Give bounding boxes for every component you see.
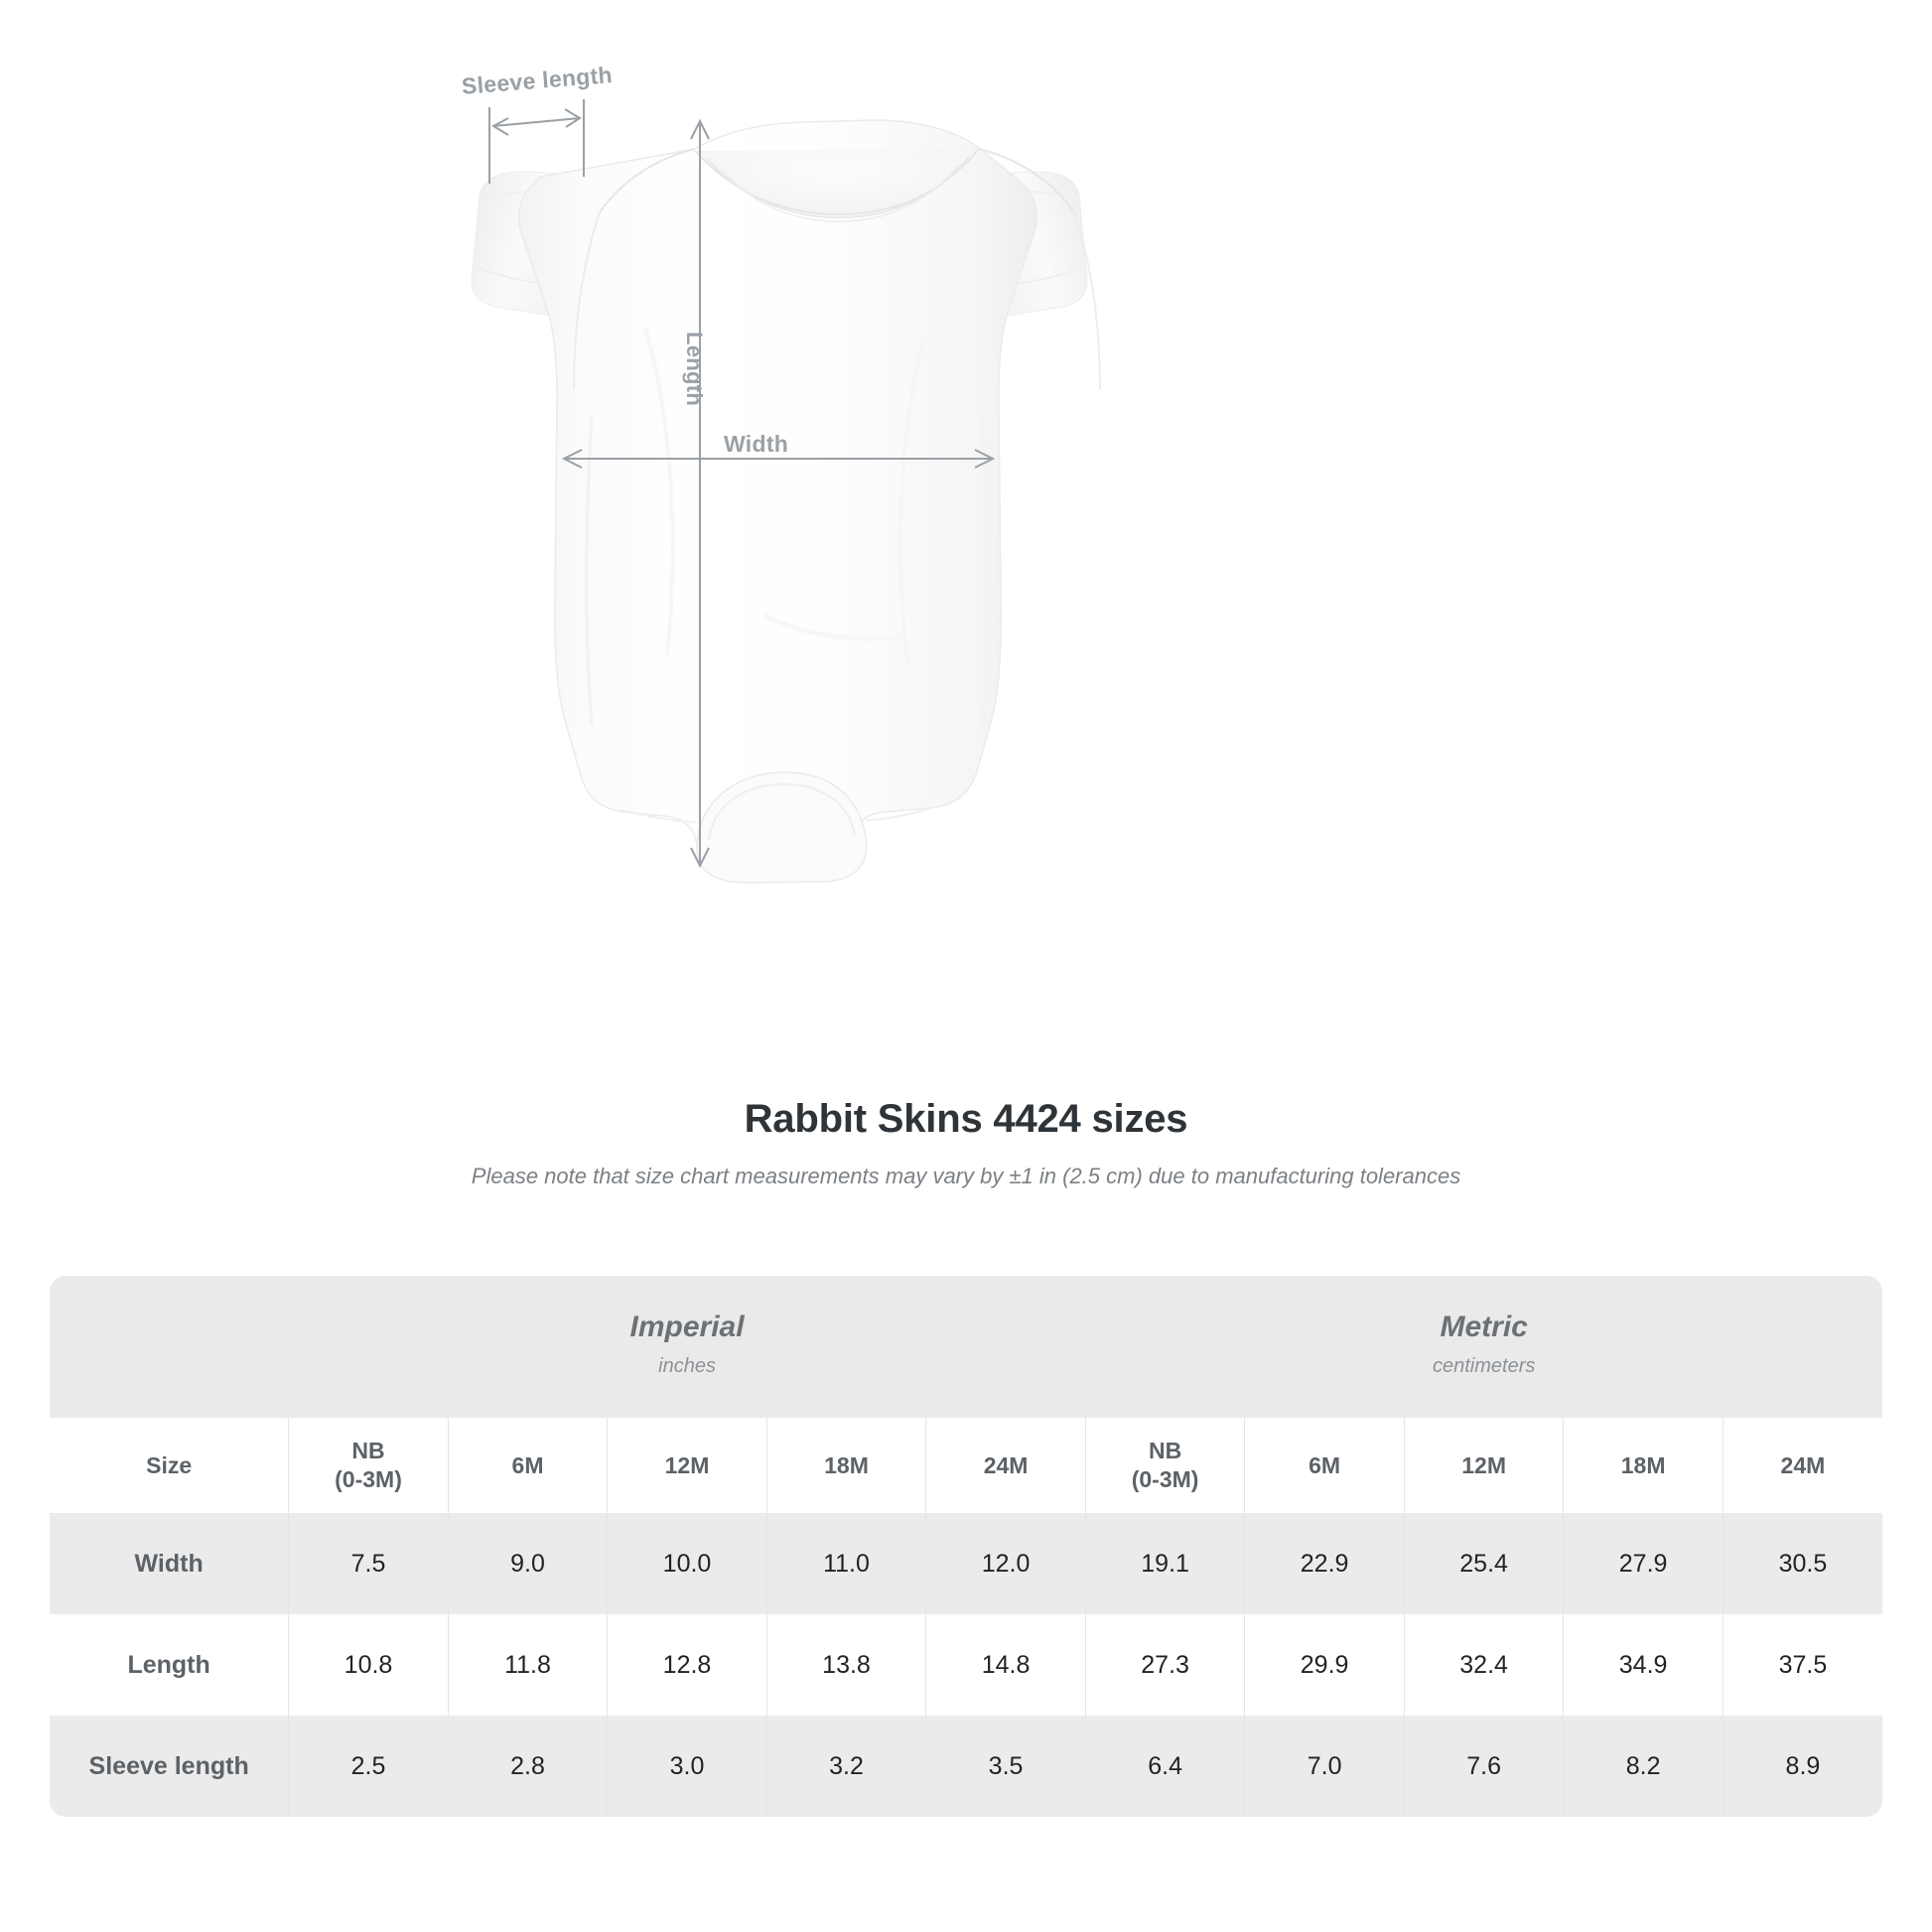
unit-group-imperial-sub: inches xyxy=(658,1355,716,1377)
cell-sleeve-12m-in: 3.0 xyxy=(607,1716,767,1817)
sleeve-length-guide xyxy=(488,99,585,184)
cell-width-24m-in: 12.0 xyxy=(925,1513,1086,1614)
column-header-nb-imperial: NB (0-3M) xyxy=(288,1418,449,1513)
cell-length-6m-in: 11.8 xyxy=(448,1614,609,1716)
cell-length-18m-cm: 34.9 xyxy=(1563,1614,1724,1716)
column-header-line2: (0-3M) xyxy=(1131,1466,1199,1492)
table-row: Width 7.5 9.0 10.0 11.0 12.0 19.1 22.9 2… xyxy=(50,1513,1882,1614)
page-subtitle: Please note that size chart measurements… xyxy=(471,1164,1461,1188)
cell-width-6m-cm: 22.9 xyxy=(1244,1513,1405,1614)
size-chart-table-wrapper: Imperial inches Metric centimeters Size … xyxy=(50,1276,1882,1817)
cell-sleeve-6m-cm: 7.0 xyxy=(1244,1716,1405,1817)
cell-sleeve-nb-in: 2.5 xyxy=(288,1716,449,1817)
cell-width-12m-cm: 25.4 xyxy=(1404,1513,1565,1614)
column-header-6m-metric: 6M xyxy=(1244,1418,1405,1513)
cell-sleeve-24m-in: 3.5 xyxy=(925,1716,1086,1817)
cell-width-nb-in: 7.5 xyxy=(288,1513,449,1614)
row-header-width: Width xyxy=(50,1513,290,1614)
cell-sleeve-nb-cm: 6.4 xyxy=(1085,1716,1246,1817)
bodysuit-drawing xyxy=(471,99,1101,884)
unit-group-imperial-name: Imperial xyxy=(629,1311,745,1343)
unit-group-metric-name: Metric xyxy=(1440,1311,1528,1343)
column-header-nb-metric: NB (0-3M) xyxy=(1085,1418,1246,1513)
cell-sleeve-24m-cm: 8.9 xyxy=(1723,1716,1882,1817)
cell-sleeve-18m-cm: 8.2 xyxy=(1563,1716,1724,1817)
cell-length-6m-cm: 29.9 xyxy=(1244,1614,1405,1716)
cell-length-12m-cm: 32.4 xyxy=(1404,1614,1565,1716)
unit-group-metric-sub: centimeters xyxy=(1432,1355,1536,1377)
cell-sleeve-12m-cm: 7.6 xyxy=(1404,1716,1565,1817)
row-header-length: Length xyxy=(50,1614,290,1716)
cell-width-6m-in: 9.0 xyxy=(448,1513,609,1614)
cell-length-nb-cm: 27.3 xyxy=(1085,1614,1246,1716)
cell-length-24m-in: 14.8 xyxy=(925,1614,1086,1716)
column-header-line1: NB xyxy=(351,1438,385,1464)
column-header-24m-metric: 24M xyxy=(1723,1418,1882,1513)
cell-length-24m-cm: 37.5 xyxy=(1723,1614,1882,1716)
page-title: Rabbit Skins 4424 sizes xyxy=(744,1097,1188,1141)
length-annotation-label: Length xyxy=(682,332,707,407)
column-header-24m-imperial: 24M xyxy=(925,1418,1086,1513)
cell-width-18m-cm: 27.9 xyxy=(1563,1513,1724,1614)
column-header-6m-imperial: 6M xyxy=(448,1418,609,1513)
cell-length-18m-in: 13.8 xyxy=(766,1614,927,1716)
cell-sleeve-6m-in: 2.8 xyxy=(448,1716,609,1817)
cell-width-18m-in: 11.0 xyxy=(766,1513,927,1614)
garment-illustration: Sleeve length Length Width xyxy=(461,62,1101,884)
unit-spacer-cell xyxy=(50,1276,289,1418)
cell-sleeve-18m-in: 3.2 xyxy=(766,1716,927,1817)
width-annotation-label: Width xyxy=(724,431,789,457)
cell-length-nb-in: 10.8 xyxy=(288,1614,449,1716)
cell-width-12m-in: 10.0 xyxy=(607,1513,767,1614)
column-header-size: Size xyxy=(50,1418,290,1513)
bodysuit-body xyxy=(517,119,1101,884)
table-row: Sleeve length 2.5 2.8 3.0 3.2 3.5 6.4 7.… xyxy=(50,1716,1882,1817)
cell-length-12m-in: 12.8 xyxy=(607,1614,767,1716)
column-header-18m-imperial: 18M xyxy=(766,1418,927,1513)
cell-width-nb-cm: 19.1 xyxy=(1085,1513,1246,1614)
table-row: Length 10.8 11.8 12.8 13.8 14.8 27.3 29.… xyxy=(50,1614,1882,1716)
column-header-line2: (0-3M) xyxy=(335,1466,402,1492)
column-header-row: Size NB (0-3M) 6M 12M 18M 24M NB (0-3M) … xyxy=(50,1418,1882,1513)
measurement-guides xyxy=(488,99,996,869)
size-chart-table: Imperial inches Metric centimeters Size … xyxy=(50,1276,1882,1817)
row-header-sleeve-length: Sleeve length xyxy=(50,1716,290,1817)
column-header-line1: NB xyxy=(1148,1438,1182,1464)
unit-group-metric: Metric centimeters xyxy=(1085,1276,1882,1418)
width-guide xyxy=(561,449,996,469)
column-header-18m-metric: 18M xyxy=(1563,1418,1724,1513)
column-header-12m-metric: 12M xyxy=(1404,1418,1565,1513)
length-guide xyxy=(690,118,710,869)
unit-group-imperial: Imperial inches xyxy=(288,1276,1086,1418)
title-block: Rabbit Skins 4424 sizes Please note that… xyxy=(0,1097,1932,1189)
column-header-12m-imperial: 12M xyxy=(607,1418,767,1513)
unit-group-row: Imperial inches Metric centimeters xyxy=(50,1276,1882,1418)
cell-width-24m-cm: 30.5 xyxy=(1723,1513,1882,1614)
